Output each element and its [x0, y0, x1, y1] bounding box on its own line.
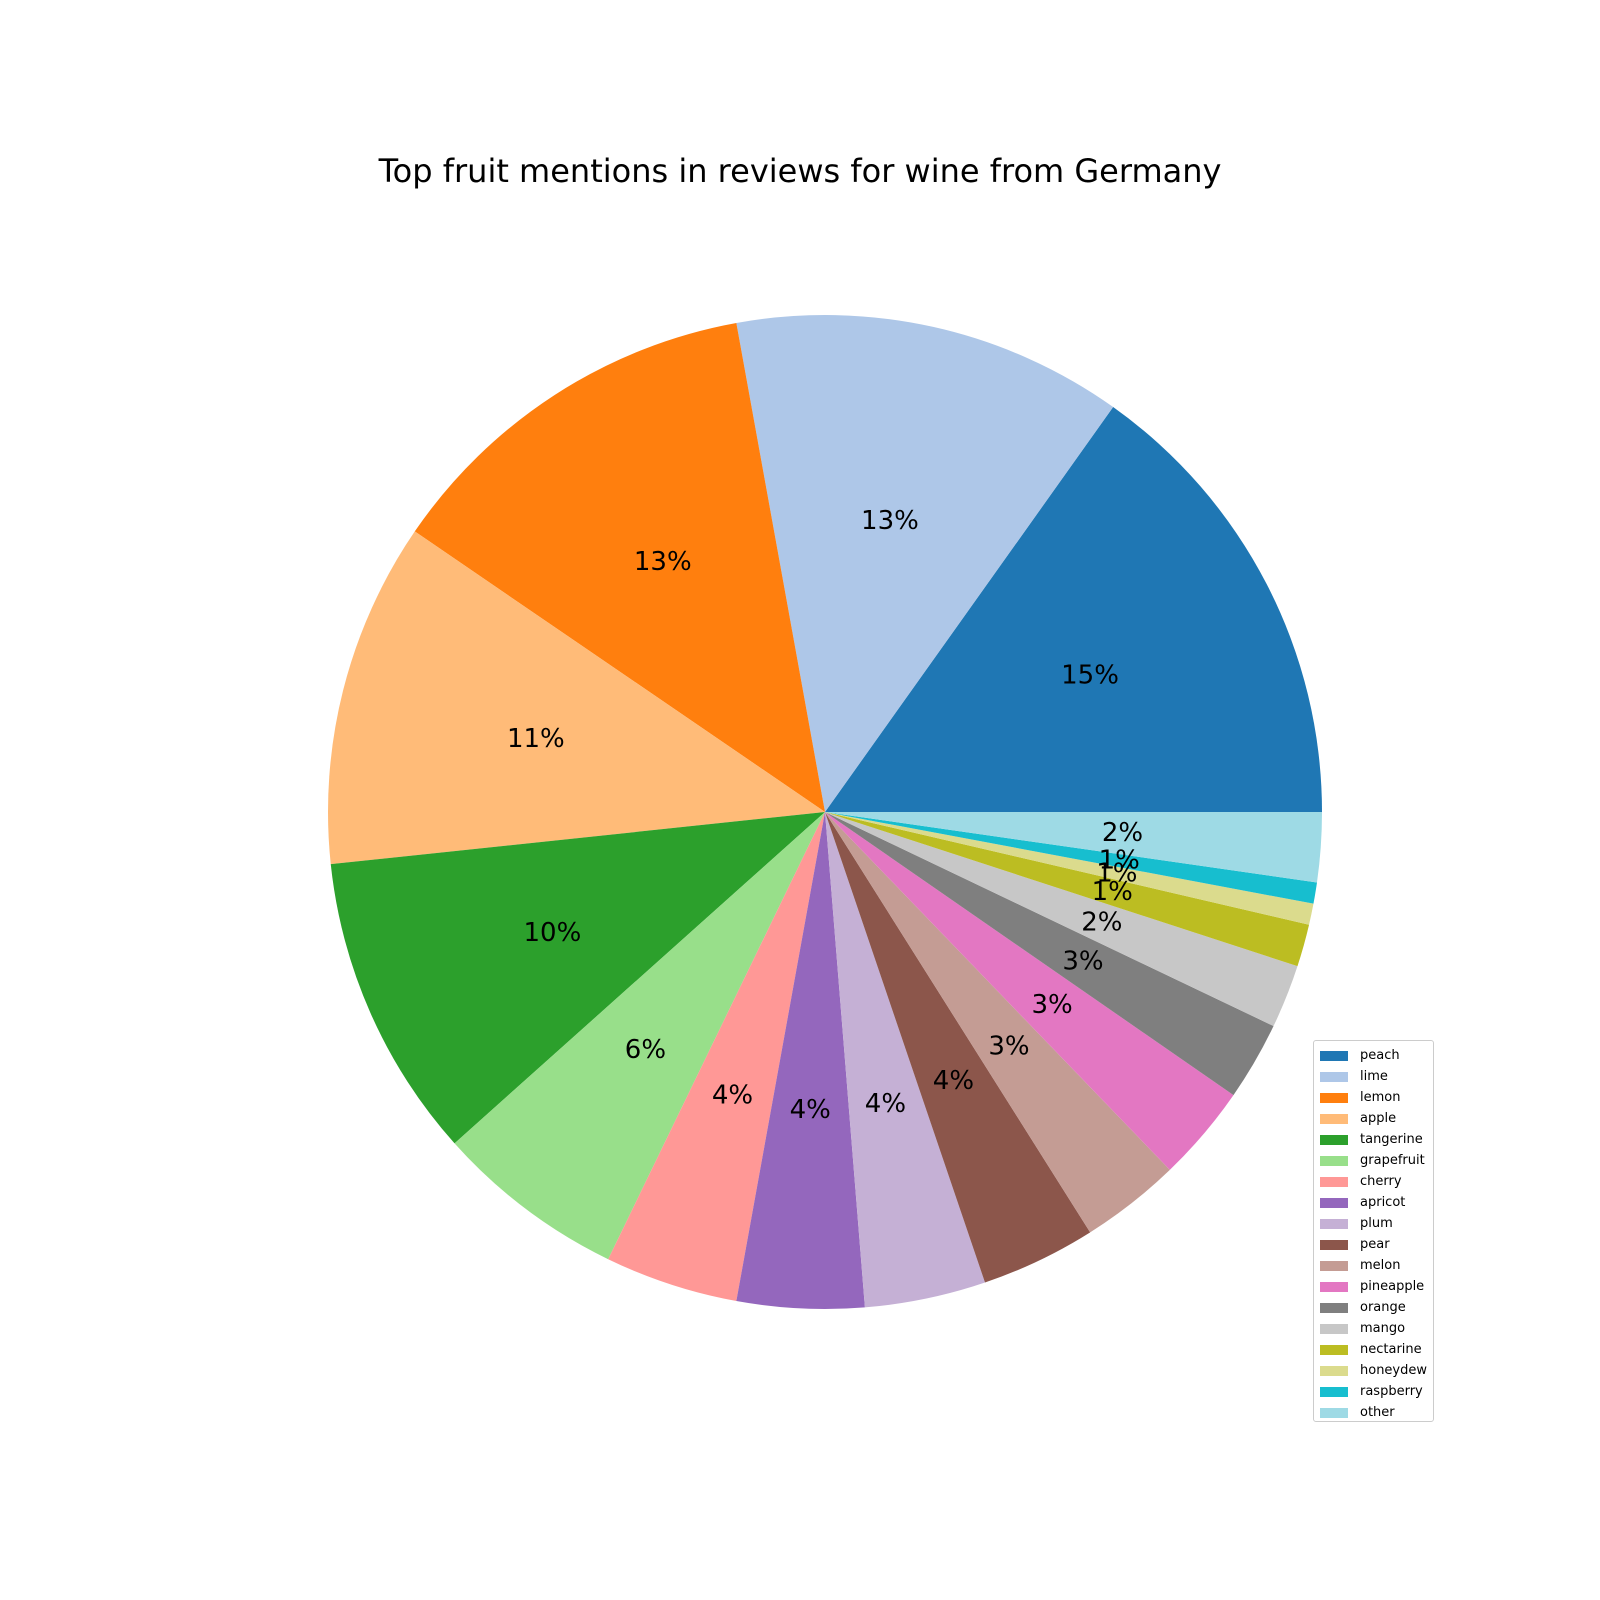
legend-swatch	[1320, 1134, 1348, 1145]
legend-label: cherry	[1360, 1174, 1402, 1189]
legend-swatch	[1320, 1407, 1348, 1418]
legend-swatch	[1320, 1197, 1348, 1208]
legend-swatch	[1320, 1239, 1348, 1250]
pie-slice-raspberry	[825, 812, 1317, 904]
legend-swatch	[1320, 1323, 1348, 1334]
legend-item-lemon: lemon	[1320, 1087, 1433, 1108]
pie-slice-cherry	[608, 812, 825, 1302]
pie-slice-lemon	[414, 322, 825, 812]
pct-label-lemon: 13%	[634, 547, 692, 577]
legend-swatch	[1320, 1050, 1348, 1061]
pie-slice-apricot	[736, 812, 865, 1309]
legend-item-melon: melon	[1320, 1255, 1433, 1276]
legend-label: orange	[1360, 1300, 1406, 1315]
legend-swatch	[1320, 1176, 1348, 1187]
pct-label-nectarine: 1%	[1092, 877, 1133, 907]
pie-slice-orange	[825, 812, 1274, 1096]
legend-item-cherry: cherry	[1320, 1171, 1433, 1192]
pct-label-honeydew: 1%	[1096, 858, 1137, 888]
legend-label: melon	[1360, 1258, 1401, 1273]
pct-label-lime: 13%	[861, 506, 919, 536]
pie-slices	[328, 315, 1322, 1309]
legend-label: grapefruit	[1360, 1153, 1425, 1168]
legend-label: peach	[1360, 1048, 1400, 1063]
legend-item-tangerine: tangerine	[1320, 1129, 1433, 1150]
legend-item-plum: plum	[1320, 1213, 1433, 1234]
legend-item-lime: lime	[1320, 1066, 1433, 1087]
legend-item-other: other	[1320, 1402, 1433, 1423]
legend-item-apricot: apricot	[1320, 1192, 1433, 1213]
pct-label-cherry: 4%	[712, 1080, 753, 1110]
legend-label: tangerine	[1360, 1132, 1423, 1147]
legend-swatch	[1320, 1302, 1348, 1313]
pie-slice-melon	[825, 812, 1170, 1233]
legend-item-grapefruit: grapefruit	[1320, 1150, 1433, 1171]
legend-swatch	[1320, 1071, 1348, 1082]
pie-slice-mango	[825, 812, 1298, 1027]
legend-label: nectarine	[1360, 1342, 1422, 1357]
pie-slice-grapefruit	[454, 812, 825, 1260]
legend-item-pineapple: pineapple	[1320, 1276, 1433, 1297]
legend-swatch	[1320, 1092, 1348, 1103]
pct-label-raspberry: 1%	[1099, 846, 1140, 876]
pct-label-tangerine: 10%	[524, 918, 582, 948]
legend-swatch	[1320, 1386, 1348, 1397]
pct-label-other: 2%	[1102, 818, 1143, 848]
legend-label: lime	[1360, 1069, 1388, 1084]
pie-slice-other	[825, 812, 1322, 883]
legend-item-mango: mango	[1320, 1318, 1433, 1339]
legend-swatch	[1320, 1344, 1348, 1355]
legend-item-pear: pear	[1320, 1234, 1433, 1255]
legend-item-raspberry: raspberry	[1320, 1381, 1433, 1402]
legend-label: raspberry	[1360, 1384, 1423, 1399]
pct-label-pear: 4%	[933, 1066, 974, 1096]
pct-label-mango: 2%	[1081, 908, 1122, 938]
legend-label: other	[1360, 1405, 1395, 1420]
legend-item-nectarine: nectarine	[1320, 1339, 1433, 1360]
pie-slice-plum	[825, 812, 985, 1308]
legend-item-apple: apple	[1320, 1108, 1433, 1129]
pie-slice-honeydew	[825, 812, 1314, 925]
legend-swatch	[1320, 1218, 1348, 1229]
pie-slice-tangerine	[330, 812, 825, 1144]
pie-percent-labels: 15%13%13%11%10%6%4% 4% 4%4%3%3%3%2%1%1%1%2…	[507, 506, 1143, 1125]
legend-swatch	[1320, 1260, 1348, 1271]
legend-swatch	[1320, 1281, 1348, 1292]
legend-label: lemon	[1360, 1090, 1401, 1105]
legend-label: mango	[1360, 1321, 1406, 1336]
pie-slice-peach	[825, 407, 1322, 812]
legend-label: pineapple	[1360, 1279, 1425, 1294]
pct-label-peach: 15%	[1061, 660, 1119, 690]
legend-item-orange: orange	[1320, 1297, 1433, 1318]
pie-slice-pineapple	[825, 812, 1234, 1170]
legend-item-honeydew: honeydew	[1320, 1360, 1433, 1381]
pct-label-orange: 3%	[1062, 947, 1103, 977]
pct-label-grapefruit: 6%	[625, 1035, 666, 1065]
legend-item-peach: peach	[1320, 1045, 1433, 1066]
legend-swatch	[1320, 1365, 1348, 1376]
legend-label: apricot	[1360, 1195, 1406, 1210]
legend-swatch	[1320, 1113, 1348, 1124]
legend-label: honeydew	[1360, 1363, 1428, 1378]
chart-title: Top fruit mentions in reviews for wine f…	[378, 152, 1222, 190]
pct-label-apricot: 4%	[790, 1095, 831, 1125]
legend-swatch	[1320, 1155, 1348, 1166]
pie-slice-lime	[736, 315, 1114, 812]
pie-slice-apple	[328, 531, 825, 865]
pct-label-melon: 3%	[988, 1032, 1029, 1062]
legend-label: apple	[1360, 1111, 1397, 1126]
pie-slice-pear	[825, 812, 1091, 1283]
pct-label-plum: 4%	[865, 1089, 906, 1119]
pct-label-pineapple: 3%	[1031, 990, 1072, 1020]
legend-label: pear	[1360, 1237, 1390, 1252]
legend: peach lime lemon apple tangerine grapefruit ch…	[1313, 1040, 1434, 1422]
pct-label-apple: 11%	[507, 724, 565, 754]
legend-label: plum	[1360, 1216, 1393, 1231]
pie-slice-nectarine	[825, 812, 1310, 967]
